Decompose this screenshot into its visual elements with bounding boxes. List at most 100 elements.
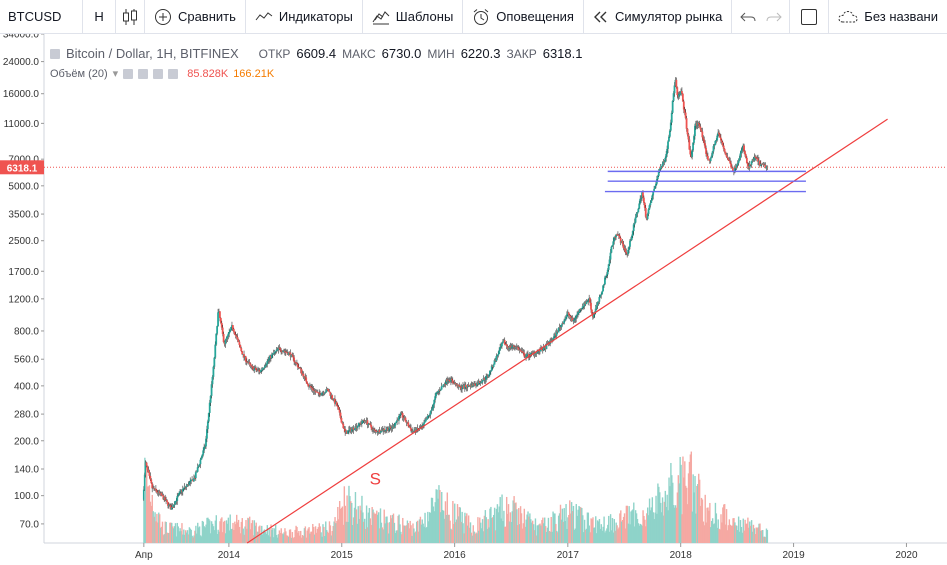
- chevron-down-icon[interactable]: ▾: [112, 68, 119, 80]
- support-trendline[interactable]: [246, 118, 888, 544]
- candle-body: [369, 423, 372, 425]
- volume-bar: [630, 511, 632, 543]
- candle-body: [285, 351, 288, 353]
- volume-bar: [442, 510, 445, 543]
- volume-bar: [647, 515, 650, 543]
- volume-bar: [732, 518, 734, 543]
- candle-body: [509, 346, 512, 348]
- eye-icon[interactable]: [123, 68, 134, 79]
- candle-body: [672, 93, 675, 101]
- volume-bar: [211, 523, 214, 543]
- candle-body: [442, 384, 445, 386]
- volume-bar: [709, 502, 711, 543]
- candle-body: [449, 380, 451, 382]
- volume-bar: [196, 533, 198, 543]
- volume-bar: [250, 523, 253, 543]
- candle-body: [519, 349, 522, 351]
- volume-bar: [563, 508, 565, 543]
- volume-bar: [471, 535, 474, 543]
- volume-bar: [335, 523, 337, 543]
- volume-bar: [710, 527, 712, 543]
- candle-body: [425, 418, 428, 420]
- candle-body: [527, 353, 529, 355]
- volume-bar: [656, 513, 658, 543]
- templates-button[interactable]: Шаблоны: [363, 0, 464, 34]
- volume-bar: [210, 521, 213, 543]
- candle-body: [697, 122, 700, 125]
- candle-body: [358, 422, 360, 426]
- alerts-button[interactable]: Оповещения: [463, 0, 584, 34]
- volume-indicator-label[interactable]: Объём (20): [50, 67, 108, 80]
- undo-icon[interactable]: [740, 11, 756, 23]
- volume-bar: [205, 524, 207, 543]
- settings-icon[interactable]: [138, 68, 149, 79]
- candle-body: [306, 381, 309, 384]
- volume-bar: [691, 511, 693, 543]
- close-icon[interactable]: [168, 68, 179, 79]
- volume-bar: [675, 507, 678, 543]
- y-tick-label: 3500.0: [8, 210, 39, 221]
- volume-bar: [624, 528, 627, 543]
- price-chart[interactable]: 34000.0 24000.0 16000.0 11000.0 7000.0 5000.0…: [0, 34, 947, 565]
- chart-area[interactable]: 34000.0 24000.0 16000.0 11000.0 7000.0 5000.0…: [0, 34, 947, 565]
- candle-body: [486, 375, 489, 377]
- candle-body: [619, 237, 622, 243]
- volume-bar: [598, 519, 601, 543]
- volume-bar: [552, 511, 554, 543]
- candle-body: [349, 428, 352, 432]
- volume-bar: [696, 485, 698, 543]
- candle-body: [646, 213, 649, 220]
- candle-body: [241, 351, 244, 355]
- candle-body: [655, 183, 657, 187]
- volume-bar: [235, 524, 237, 543]
- fullscreen-toggle[interactable]: [790, 0, 830, 34]
- compare-button[interactable]: Сравнить: [145, 0, 246, 34]
- support-annotation-label[interactable]: S: [370, 470, 381, 489]
- layout-name-button[interactable]: Без названи: [829, 0, 947, 34]
- candle-body: [400, 412, 403, 414]
- volume-bar: [337, 506, 339, 543]
- candle-body: [201, 454, 204, 458]
- candle-body: [441, 385, 444, 387]
- volume-bar: [182, 534, 184, 543]
- candle-body: [368, 423, 371, 425]
- volume-bar: [498, 506, 500, 543]
- collapse-legend-icon[interactable]: [50, 48, 60, 59]
- redo-icon[interactable]: [766, 11, 782, 23]
- interval-button[interactable]: H: [83, 0, 117, 34]
- candle-body: [423, 422, 425, 425]
- volume-bar: [493, 507, 496, 543]
- candle-body: [563, 320, 566, 324]
- volume-bar: [728, 519, 731, 543]
- y-tick-label: 34000.0: [3, 34, 40, 41]
- candle-body: [387, 429, 390, 431]
- volume-bar: [413, 528, 415, 543]
- candle-body: [456, 384, 459, 388]
- candle-body: [502, 340, 505, 342]
- indicators-button[interactable]: Индикаторы: [246, 0, 363, 34]
- source-icon[interactable]: [153, 68, 164, 79]
- replay-button[interactable]: Симулятор рынка: [584, 0, 733, 34]
- volume-bar: [708, 510, 710, 543]
- volume-bar: [542, 517, 544, 543]
- volume-bar: [661, 497, 664, 543]
- candle-body: [190, 479, 193, 482]
- volume-bar: [372, 509, 374, 543]
- candle-body: [392, 426, 395, 428]
- candle-body: [558, 327, 561, 329]
- volume-bar: [669, 486, 671, 543]
- candle-body: [218, 311, 220, 313]
- symbol-search[interactable]: BTCUSD: [0, 0, 83, 34]
- candle-body: [543, 346, 546, 348]
- candle-body: [302, 373, 305, 378]
- candle-body: [182, 488, 185, 490]
- candle-body: [220, 322, 223, 328]
- volume-bar: [225, 520, 228, 543]
- candle-body: [252, 367, 255, 371]
- candle-body: [360, 423, 362, 424]
- volume-bar: [698, 479, 701, 543]
- volume-bar: [443, 518, 446, 543]
- candle-body: [508, 346, 511, 350]
- chart-type-button[interactable]: [116, 0, 145, 34]
- volume-bar: [150, 505, 153, 543]
